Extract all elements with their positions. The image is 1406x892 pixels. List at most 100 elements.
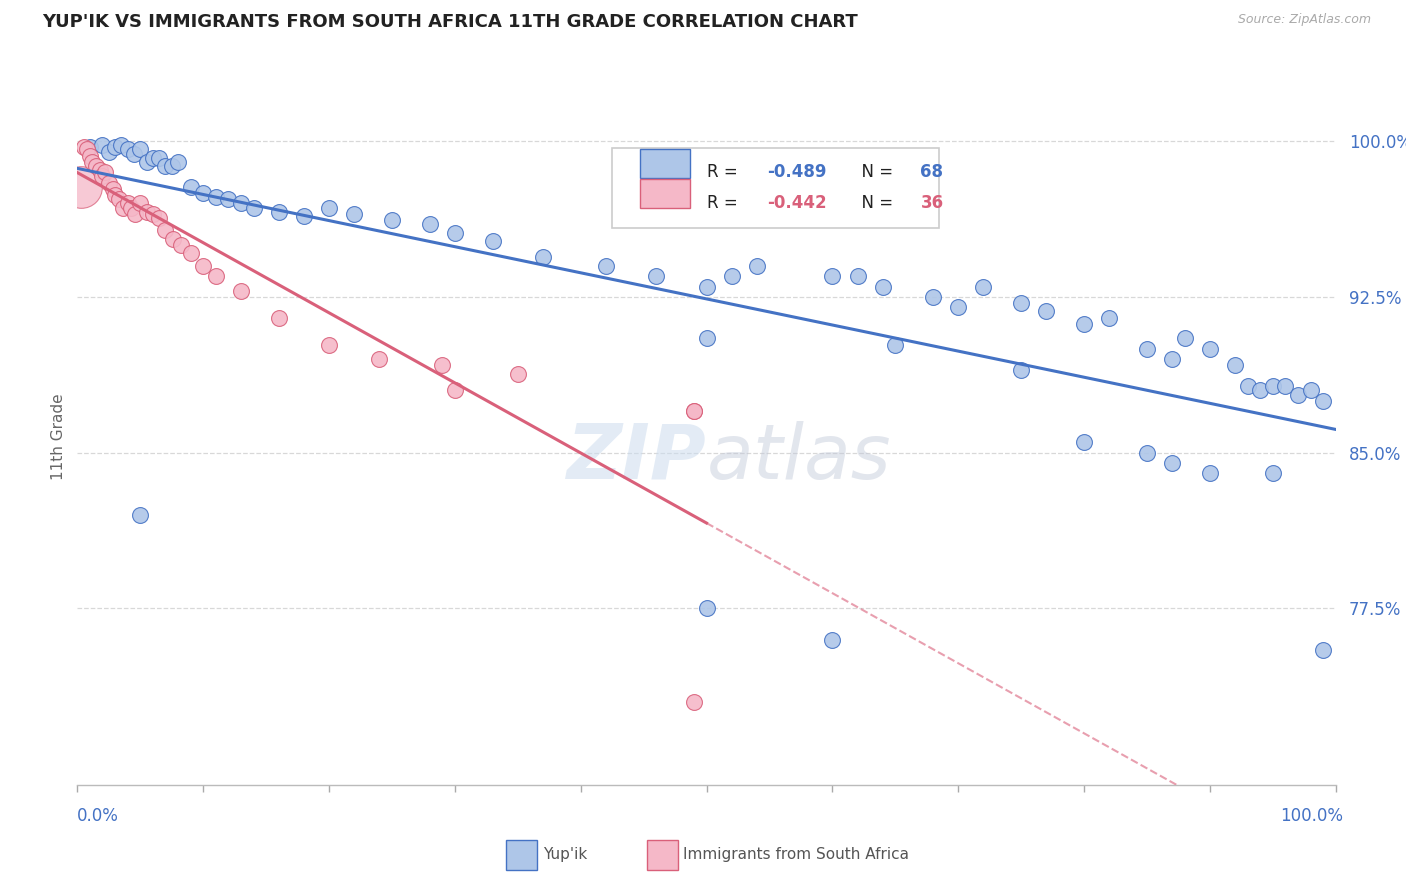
- Point: [104, 188, 127, 202]
- Point: [683, 695, 706, 709]
- Point: [135, 154, 157, 169]
- Point: [148, 211, 170, 225]
- Point: [368, 352, 391, 367]
- Point: [124, 207, 146, 221]
- FancyBboxPatch shape: [612, 148, 939, 228]
- Point: [160, 159, 183, 173]
- Point: [97, 176, 120, 190]
- Point: [1161, 352, 1184, 367]
- Point: [531, 251, 554, 265]
- Point: [135, 204, 157, 219]
- Point: [745, 259, 768, 273]
- Text: N =: N =: [851, 194, 898, 212]
- Point: [1312, 393, 1334, 408]
- Point: [1312, 643, 1334, 657]
- Point: [432, 359, 454, 373]
- Point: [696, 601, 718, 615]
- Point: [1261, 467, 1284, 481]
- Point: [129, 196, 152, 211]
- Point: [217, 192, 239, 206]
- Point: [129, 143, 152, 157]
- Point: [821, 269, 844, 284]
- Point: [318, 201, 340, 215]
- Point: [101, 182, 124, 196]
- Point: [142, 151, 165, 165]
- Point: [155, 159, 177, 173]
- Point: [267, 204, 290, 219]
- Point: [70, 179, 93, 194]
- Point: [120, 201, 142, 215]
- Point: [91, 138, 114, 153]
- Point: [1035, 304, 1057, 318]
- Point: [111, 201, 134, 215]
- Point: [89, 163, 111, 178]
- Point: [108, 192, 131, 206]
- Point: [872, 279, 894, 293]
- Point: [122, 146, 145, 161]
- Text: Source: ZipAtlas.com: Source: ZipAtlas.com: [1237, 13, 1371, 27]
- Text: 100.0%: 100.0%: [1279, 807, 1343, 825]
- Text: 36: 36: [921, 194, 943, 212]
- Point: [683, 404, 706, 418]
- Point: [229, 284, 252, 298]
- Point: [242, 201, 264, 215]
- Point: [167, 154, 190, 169]
- Point: [142, 207, 165, 221]
- Point: [162, 232, 184, 246]
- Text: atlas: atlas: [707, 421, 891, 495]
- Point: [821, 632, 844, 647]
- Point: [129, 508, 152, 522]
- Point: [180, 246, 202, 260]
- Point: [381, 213, 404, 227]
- Point: [94, 165, 117, 179]
- Text: 68: 68: [921, 162, 943, 181]
- Point: [72, 140, 94, 154]
- Point: [117, 196, 139, 211]
- Point: [97, 145, 120, 159]
- Point: [204, 190, 226, 204]
- Point: [117, 143, 139, 157]
- Point: [1198, 467, 1220, 481]
- Point: [292, 209, 315, 223]
- Point: [444, 226, 467, 240]
- Point: [267, 310, 290, 325]
- Text: N =: N =: [851, 162, 898, 181]
- Text: Yup'ik: Yup'ik: [543, 847, 586, 862]
- Point: [204, 269, 226, 284]
- Point: [972, 279, 994, 293]
- Text: -0.489: -0.489: [766, 162, 827, 181]
- Point: [1198, 342, 1220, 356]
- Point: [1136, 342, 1159, 356]
- Point: [846, 269, 869, 284]
- Point: [91, 169, 114, 184]
- Point: [444, 384, 467, 398]
- Point: [191, 186, 215, 200]
- Point: [1073, 435, 1095, 450]
- Point: [1174, 331, 1197, 345]
- Text: YUP'IK VS IMMIGRANTS FROM SOUTH AFRICA 11TH GRADE CORRELATION CHART: YUP'IK VS IMMIGRANTS FROM SOUTH AFRICA 1…: [42, 13, 858, 31]
- Text: R =: R =: [707, 162, 742, 181]
- Y-axis label: 11th Grade: 11th Grade: [51, 393, 66, 481]
- Bar: [640, 179, 690, 208]
- Point: [720, 269, 742, 284]
- Point: [180, 179, 202, 194]
- Point: [104, 140, 127, 154]
- Point: [1286, 387, 1309, 401]
- Point: [1299, 384, 1322, 398]
- Point: [343, 207, 366, 221]
- Point: [79, 149, 101, 163]
- Point: [76, 143, 98, 157]
- Point: [922, 290, 945, 304]
- Point: [318, 337, 340, 351]
- Point: [506, 367, 529, 381]
- Point: [1274, 379, 1296, 393]
- Point: [1073, 317, 1095, 331]
- Point: [229, 196, 252, 211]
- Point: [884, 337, 907, 351]
- Point: [84, 159, 107, 173]
- Point: [1161, 456, 1184, 470]
- Point: [1010, 362, 1032, 376]
- Point: [419, 217, 441, 231]
- Point: [79, 140, 101, 154]
- Point: [481, 234, 503, 248]
